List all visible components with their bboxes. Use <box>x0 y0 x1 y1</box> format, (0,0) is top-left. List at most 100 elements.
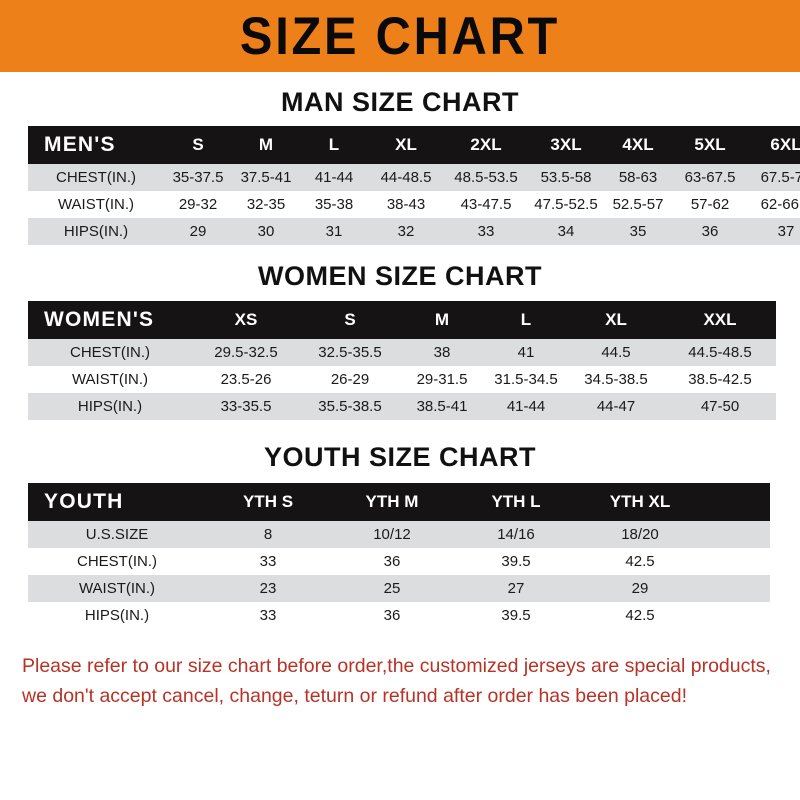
cell: 37 <box>777 223 795 240</box>
cell: 38.5-41 <box>416 398 468 415</box>
cell: 47.5-52.5 <box>534 196 598 213</box>
cell: 29.5-32.5 <box>214 344 278 361</box>
youth-corner-label: YOUTH <box>44 490 124 513</box>
man-col-header: M <box>258 135 274 154</box>
women-col-header: XXL <box>703 310 737 329</box>
women-col-header: M <box>434 310 450 329</box>
cell: 27 <box>507 580 525 597</box>
youth-size-table-wrapper: YOUTH YTH S YTH M YTH L YTH XL U.S.SIZE … <box>0 483 800 629</box>
cell: 32-35 <box>246 196 286 213</box>
man-col-header: 4XL <box>622 135 654 154</box>
cell: 8 <box>263 526 273 543</box>
man-size-table-wrapper: MEN'S S M L XL 2XL 3XL 4XL 5XL 6XL CHEST… <box>0 126 800 245</box>
man-corner-label: MEN'S <box>44 133 116 156</box>
cell-empty <box>702 521 770 548</box>
youth-size-table: YOUTH YTH S YTH M YTH L YTH XL U.S.SIZE … <box>28 483 770 629</box>
youth-col-header: YTH L <box>491 492 541 511</box>
man-col-header: 3XL <box>550 135 582 154</box>
cell: 10/12 <box>373 526 411 543</box>
man-table-header-row: MEN'S S M L XL 2XL 3XL 4XL 5XL 6XL <box>28 126 800 164</box>
man-col-header: L <box>328 135 340 154</box>
row-label: U.S.SIZE <box>85 526 149 543</box>
cell: 38-43 <box>386 196 426 213</box>
banner-title: SIZE CHART <box>239 6 561 66</box>
cell-empty <box>702 548 770 575</box>
cell: 23 <box>259 580 277 597</box>
cell: 35-38 <box>314 196 354 213</box>
cell: 38.5-42.5 <box>688 371 752 388</box>
cell: 39.5 <box>501 553 531 570</box>
youth-table-header-row: YOUTH YTH S YTH M YTH L YTH XL <box>28 483 770 521</box>
cell: 30 <box>257 223 275 240</box>
row-label: WAIST(IN.) <box>71 371 149 388</box>
man-col-header: 6XL <box>770 135 800 154</box>
cell: 43-47.5 <box>460 196 512 213</box>
cell: 57-62 <box>690 196 730 213</box>
man-col-header: 5XL <box>694 135 726 154</box>
cell: 36 <box>383 553 401 570</box>
cell: 44-47 <box>596 398 636 415</box>
cell: 29-32 <box>178 196 218 213</box>
row-label: HIPS(IN.) <box>84 607 150 624</box>
cell-empty <box>702 575 770 602</box>
cell: 44.5-48.5 <box>688 344 752 361</box>
cell: 63-67.5 <box>684 169 736 186</box>
youth-section-title: YOUTH SIZE CHART <box>263 442 536 472</box>
cell: 33 <box>259 553 277 570</box>
table-row: WAIST(IN.) 23.5-26 26-29 29-31.5 31.5-34… <box>28 366 776 393</box>
cell: 36 <box>701 223 719 240</box>
women-col-header: XL <box>605 310 627 329</box>
cell: 41 <box>517 344 535 361</box>
cell: 29 <box>631 580 649 597</box>
cell: 42.5 <box>625 607 655 624</box>
cell: 33 <box>477 223 495 240</box>
cell: 53.5-58 <box>540 169 592 186</box>
row-label: CHEST(IN.) <box>77 553 157 570</box>
youth-col-header: YTH S <box>242 492 294 511</box>
women-col-header: L <box>520 310 532 329</box>
women-table-header-row: WOMEN'S XS S M L XL XXL <box>28 301 776 339</box>
table-row: HIPS(IN.) 33 36 39.5 42.5 <box>28 602 770 629</box>
cell: 58-63 <box>618 169 658 186</box>
table-row: CHEST(IN.) 29.5-32.5 32.5-35.5 38 41 44.… <box>28 339 776 366</box>
cell: 23.5-26 <box>220 371 272 388</box>
women-col-header: XS <box>234 310 258 329</box>
cell: 39.5 <box>501 607 531 624</box>
cell: 35-37.5 <box>172 169 224 186</box>
cell: 29 <box>189 223 207 240</box>
cell: 32.5-35.5 <box>318 344 382 361</box>
women-size-table: WOMEN'S XS S M L XL XXL CHEST(IN.) 29.5-… <box>28 301 776 420</box>
cell: 34 <box>557 223 575 240</box>
cell: 38 <box>433 344 451 361</box>
row-label: WAIST(IN.) <box>78 580 156 597</box>
cell: 34.5-38.5 <box>584 371 648 388</box>
youth-col-header: YTH M <box>365 492 419 511</box>
cell: 37.5-41 <box>240 169 292 186</box>
cell: 44-48.5 <box>380 169 432 186</box>
cell: 25 <box>383 580 401 597</box>
cell: 26-29 <box>330 371 370 388</box>
row-label: WAIST(IN.) <box>57 196 135 213</box>
cell: 36 <box>383 607 401 624</box>
women-col-header: S <box>344 310 356 329</box>
man-section-title: MAN SIZE CHART <box>281 87 519 117</box>
table-row: HIPS(IN.) 33-35.5 35.5-38.5 38.5-41 41-4… <box>28 393 776 420</box>
man-size-table: MEN'S S M L XL 2XL 3XL 4XL 5XL 6XL CHEST… <box>28 126 800 245</box>
row-label: CHEST(IN.) <box>56 169 136 186</box>
women-section-title: WOMEN SIZE CHART <box>258 261 542 291</box>
cell: 62-66.5 <box>760 196 800 213</box>
cell: 32 <box>397 223 415 240</box>
man-col-header: XL <box>395 135 417 154</box>
table-row: WAIST(IN.) 23 25 27 29 <box>28 575 770 602</box>
women-size-table-wrapper: WOMEN'S XS S M L XL XXL CHEST(IN.) 29.5-… <box>0 301 800 420</box>
table-row: CHEST(IN.) 35-37.5 37.5-41 41-44 44-48.5… <box>28 164 800 191</box>
cell: 31.5-34.5 <box>494 371 558 388</box>
cell: 29-31.5 <box>416 371 468 388</box>
man-col-header: 2XL <box>470 135 502 154</box>
cell-empty <box>702 602 770 629</box>
cell: 47-50 <box>700 398 740 415</box>
youth-col-header-empty <box>702 483 770 521</box>
man-col-header: S <box>192 135 204 154</box>
cell: 52.5-57 <box>612 196 664 213</box>
cell: 35 <box>629 223 647 240</box>
